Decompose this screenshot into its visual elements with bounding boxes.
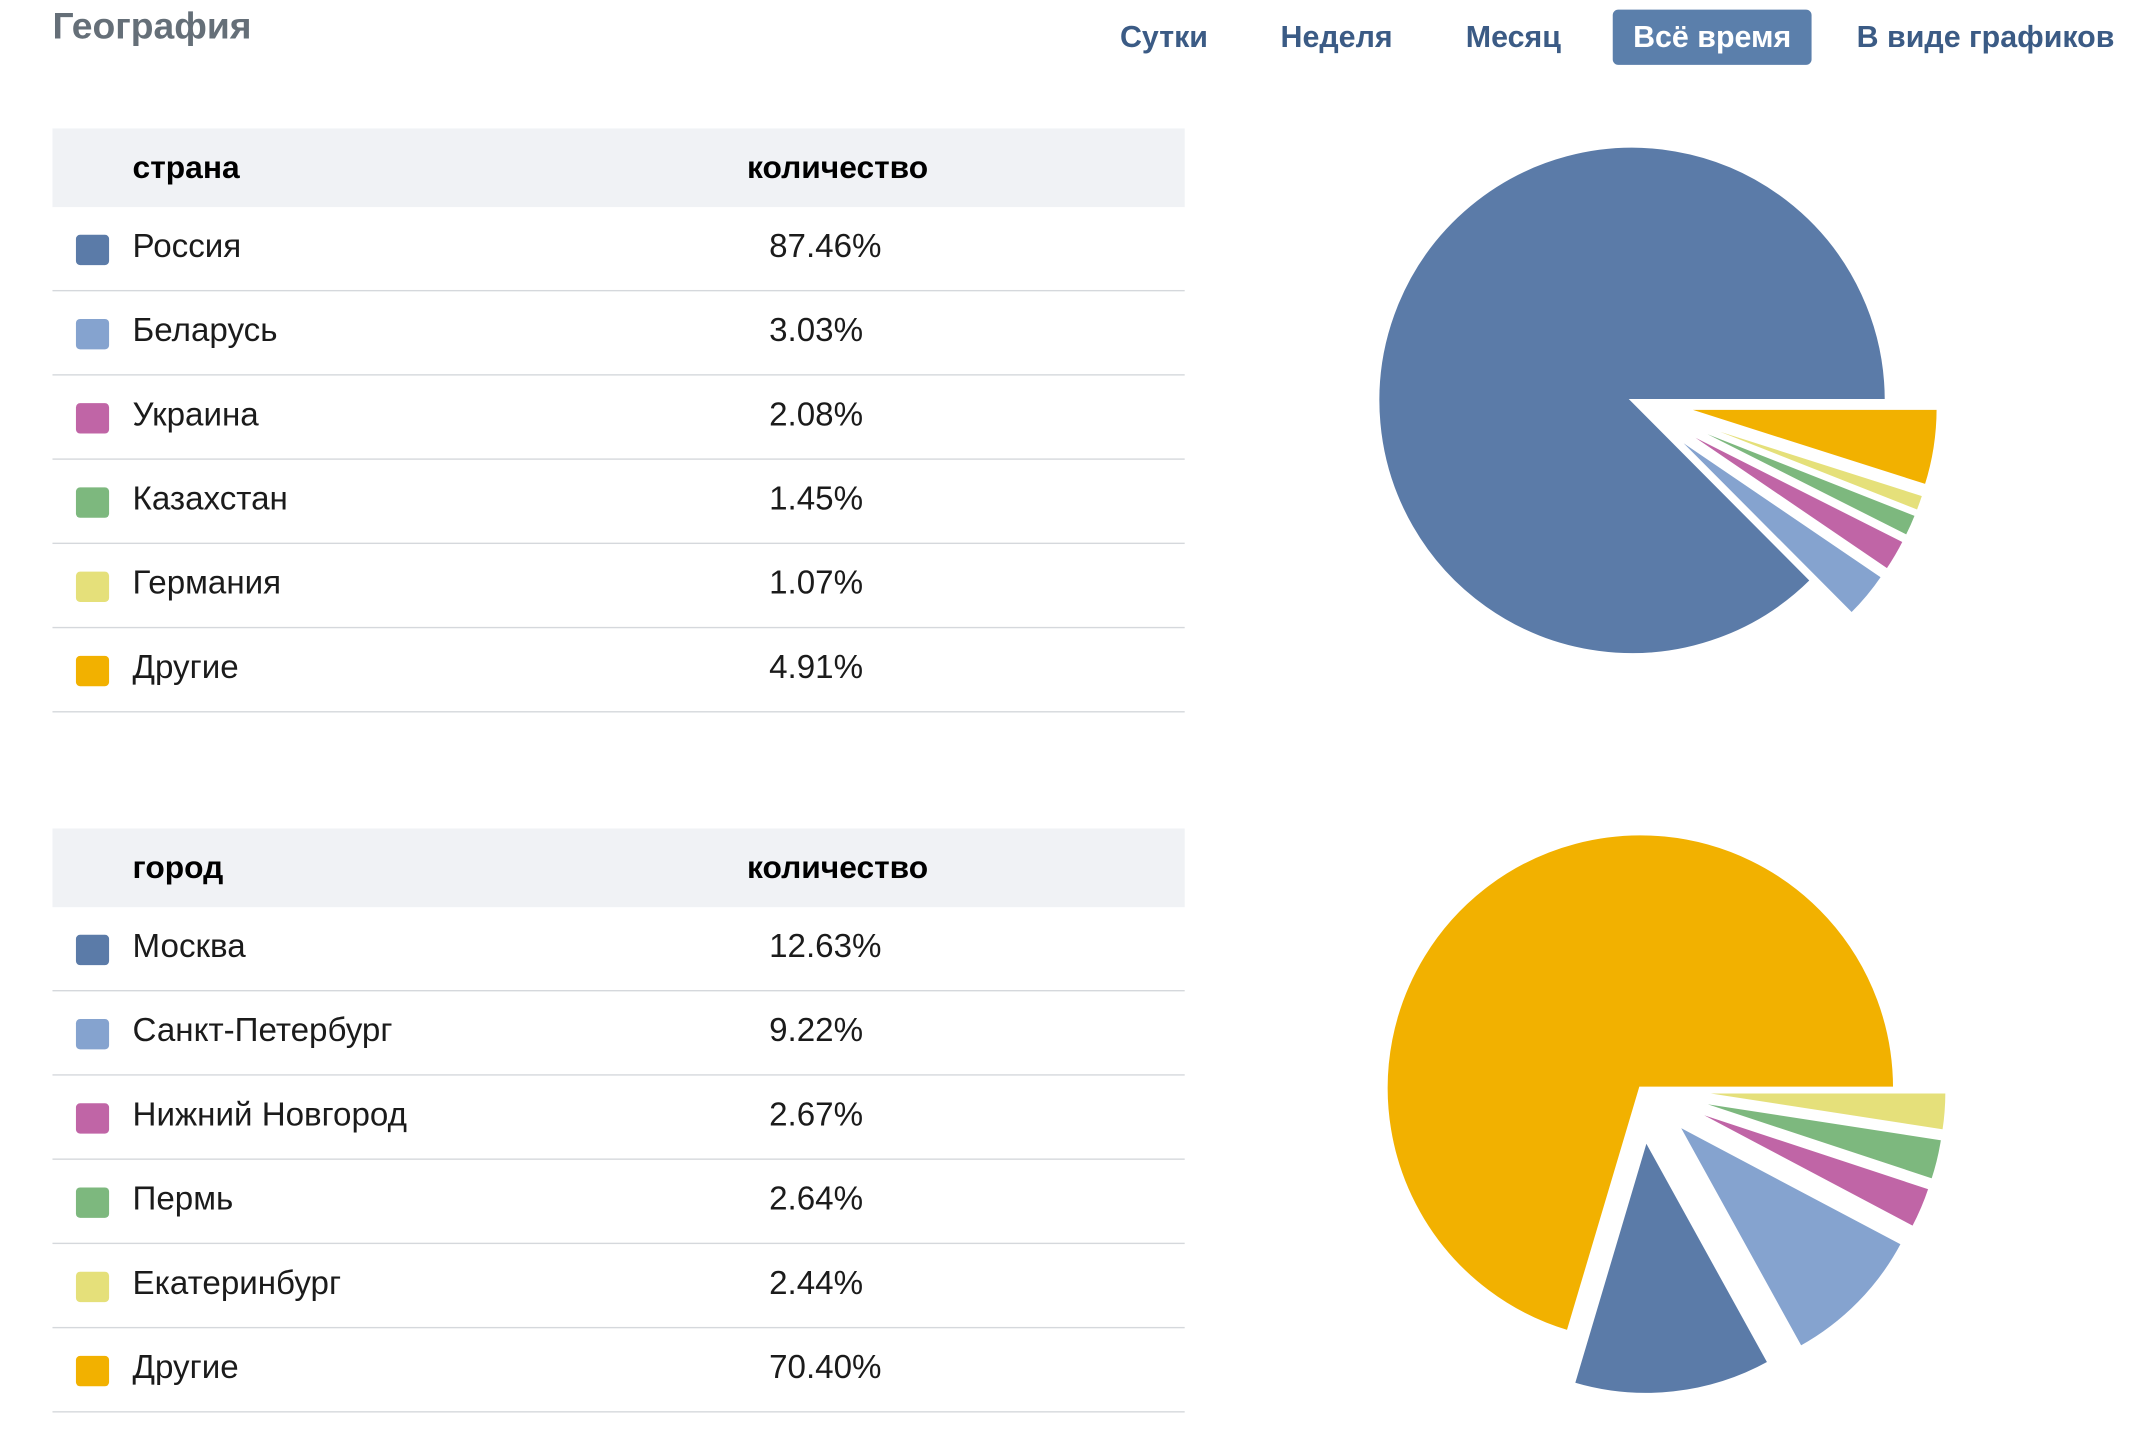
pie-slice-Россия[interactable] [1376,145,1888,656]
row-value: 87.46% [769,227,882,266]
pie-slice-Украина[interactable] [1676,425,1907,572]
tab-month[interactable]: Месяц [1465,19,1561,54]
color-swatch [75,487,110,518]
row-value: 1.45% [769,480,864,518]
column-header-count[interactable]: количество [746,849,929,886]
table-row: Украина 2.08% [52,376,1185,460]
row-value: 4.91% [769,648,864,687]
table-header: страна количество [52,128,1185,208]
tab-all-time[interactable]: Всё время [1612,9,1812,65]
tab-week[interactable]: Неделя [1280,19,1393,54]
color-swatch [75,655,110,687]
pie-slice-Москва[interactable] [1571,1136,1771,1396]
color-swatch [75,1271,110,1303]
table-row: Санкт-Петербург 9.22% [52,991,1185,1076]
color-swatch [75,318,110,350]
page-title: География [52,5,252,47]
row-value: 2.44% [769,1264,864,1303]
row-name: Россия [132,227,242,266]
color-swatch [75,1103,110,1134]
pie-slice-Санкт-Петербург[interactable] [1674,1121,1905,1350]
column-header-city[interactable]: город [132,849,224,886]
row-name: Другие [132,648,239,687]
table-row: Нижний Новгород 2.67% [52,1076,1185,1160]
row-value: 2.08% [769,396,864,434]
row-name: Казахстан [132,480,288,518]
row-name: Екатеринбург [132,1264,342,1303]
pie-slice-Беларусь[interactable] [1671,432,1885,616]
column-header-country[interactable]: страна [132,149,240,186]
cities-pie-chart [1384,832,1949,1396]
pie-slice-Другие[interactable] [1384,832,1896,1334]
row-name: Беларусь [132,312,278,350]
table-row: Казахстан 1.45% [52,460,1185,545]
row-name: Украина [132,396,259,434]
row-name: Санкт-Петербург [132,1012,393,1050]
table-header: город количество [52,828,1185,908]
tab-as-charts[interactable]: В виде графиков [1856,19,2115,54]
table-row: Москва 12.63% [52,907,1185,992]
tab-day[interactable]: Сутки [1119,19,1208,54]
row-value: 2.64% [769,1180,864,1218]
table-row: Россия 87.46% [52,207,1185,292]
countries-pie-chart [1376,145,1940,656]
table-row: Другие 70.40% [52,1328,1185,1413]
pie-slice-Екатеринбург[interactable] [1692,1090,1949,1133]
countries-table: страна количество Россия 87.46% Беларусь… [52,128,1185,713]
pie-slice-Нижний Новгород[interactable] [1687,1107,1932,1230]
color-swatch [75,571,110,603]
color-swatch [75,234,110,266]
pie-slice-Пермь[interactable] [1690,1098,1945,1182]
row-name: Нижний Новгород [132,1096,407,1134]
row-value: 2.67% [769,1096,864,1134]
color-swatch [75,1019,110,1050]
row-value: 3.03% [769,312,864,350]
cities-table: город количество Москва 12.63% Санкт-Пет… [52,828,1185,1413]
row-name: Другие [132,1349,239,1387]
row-value: 1.07% [769,564,864,603]
table-row: Германия 1.07% [52,544,1185,629]
pie-slice-Казахстан[interactable] [1679,420,1919,539]
table-row: Пермь 2.64% [52,1160,1185,1245]
table-row: Беларусь 3.03% [52,291,1185,376]
pie-slice-Другие[interactable] [1683,407,1940,488]
color-swatch [75,403,110,434]
row-name: Москва [132,927,246,966]
color-swatch [75,934,110,966]
row-value: 70.40% [769,1349,882,1387]
pie-slice-Германия[interactable] [1680,416,1926,514]
row-value: 9.22% [769,1012,864,1050]
color-swatch [75,1355,110,1387]
table-row: Другие 4.91% [52,628,1185,713]
table-row: Екатеринбург 2.44% [52,1244,1185,1329]
row-name: Германия [132,564,282,603]
color-swatch [75,1187,110,1218]
column-header-count[interactable]: количество [746,149,929,186]
period-tabs: Сутки Неделя Месяц Всё время В виде граф… [0,9,2154,65]
row-value: 12.63% [769,927,882,966]
row-name: Пермь [132,1180,234,1218]
